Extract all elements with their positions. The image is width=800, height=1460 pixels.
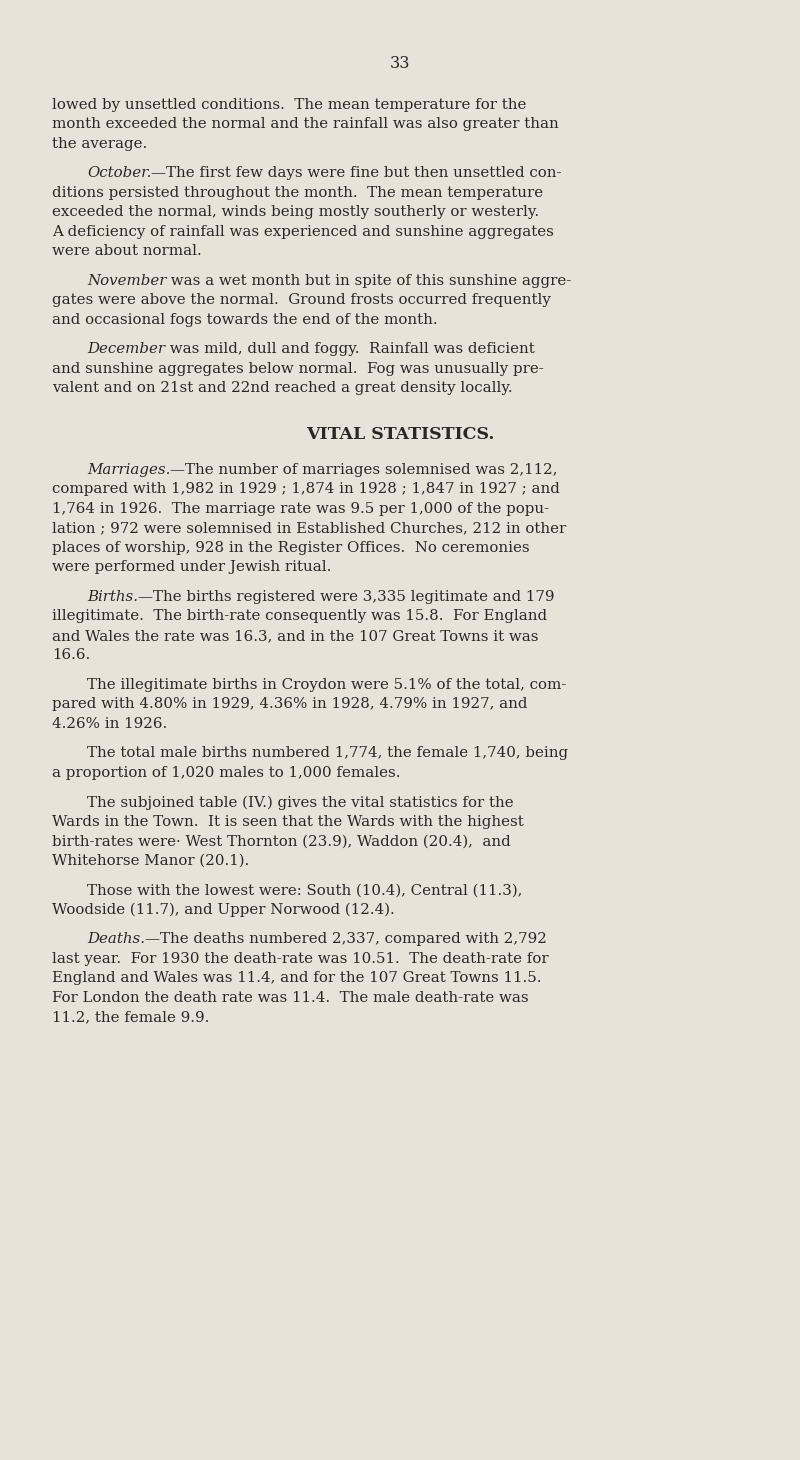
Text: For London the death rate was 11.4.  The male death-rate was: For London the death rate was 11.4. The … (52, 991, 529, 1004)
Text: places of worship, 928 in the Register Offices.  No ceremonies: places of worship, 928 in the Register O… (52, 542, 530, 555)
Text: The illegitimate births in Croydon were 5.1% of the total, com-: The illegitimate births in Croydon were … (87, 677, 566, 692)
Text: Woodside (11.7), and Upper Norwood (12.4).: Woodside (11.7), and Upper Norwood (12.4… (52, 902, 394, 917)
Text: and occasional fogs towards the end of the month.: and occasional fogs towards the end of t… (52, 312, 438, 327)
Text: the average.: the average. (52, 137, 147, 150)
Text: —The first few days were fine but then unsettled con-: —The first few days were fine but then u… (151, 166, 562, 181)
Text: Those with the lowest were: South (10.4), Central (11.3),: Those with the lowest were: South (10.4)… (87, 883, 522, 898)
Text: ditions persisted throughout the month.  The mean temperature: ditions persisted throughout the month. … (52, 185, 543, 200)
Text: —The number of marriages solemnised was 2,112,: —The number of marriages solemnised was … (170, 463, 558, 477)
Text: lowed by unsettled conditions.  The mean temperature for the: lowed by unsettled conditions. The mean … (52, 98, 526, 112)
Text: and sunshine aggregates below normal.  Fog was unusually pre-: and sunshine aggregates below normal. Fo… (52, 362, 544, 375)
Text: 11.2, the female 9.9.: 11.2, the female 9.9. (52, 1010, 210, 1025)
Text: England and Wales was 11.4, and for the 107 Great Towns 11.5.: England and Wales was 11.4, and for the … (52, 971, 542, 986)
Text: and Wales the rate was 16.3, and in the 107 Great Towns it was: and Wales the rate was 16.3, and in the … (52, 629, 538, 642)
Text: A deficiency of rainfall was experienced and sunshine aggregates: A deficiency of rainfall was experienced… (52, 225, 554, 239)
Text: valent and on 21st and 22nd reached a great density locally.: valent and on 21st and 22nd reached a gr… (52, 381, 513, 396)
Text: October.: October. (87, 166, 151, 181)
Text: gates were above the normal.  Ground frosts occurred frequently: gates were above the normal. Ground fros… (52, 293, 551, 308)
Text: Marriages.: Marriages. (87, 463, 170, 477)
Text: last year.  For 1930 the death-rate was 10.51.  The death-rate for: last year. For 1930 the death-rate was 1… (52, 952, 549, 967)
Text: Whitehorse Manor (20.1).: Whitehorse Manor (20.1). (52, 854, 250, 867)
Text: November: November (87, 274, 166, 288)
Text: lation ; 972 were solemnised in Established Churches, 212 in other: lation ; 972 were solemnised in Establis… (52, 521, 566, 536)
Text: Deaths.: Deaths. (87, 933, 145, 946)
Text: was a wet month but in spite of this sunshine aggre-: was a wet month but in spite of this sun… (166, 274, 572, 288)
Text: birth-rates were· West Thornton (23.9), Waddon (20.4),  and: birth-rates were· West Thornton (23.9), … (52, 835, 510, 848)
Text: a proportion of 1,020 males to 1,000 females.: a proportion of 1,020 males to 1,000 fem… (52, 766, 401, 780)
Text: illegitimate.  The birth-rate consequently was 15.8.  For England: illegitimate. The birth-rate consequentl… (52, 609, 547, 623)
Text: compared with 1,982 in 1929 ; 1,874 in 1928 ; 1,847 in 1927 ; and: compared with 1,982 in 1929 ; 1,874 in 1… (52, 482, 560, 496)
Text: The total male births numbered 1,774, the female 1,740, being: The total male births numbered 1,774, th… (87, 746, 568, 761)
Text: 33: 33 (390, 55, 410, 72)
Text: were performed under Jewish ritual.: were performed under Jewish ritual. (52, 561, 331, 574)
Text: was mild, dull and foggy.  Rainfall was deficient: was mild, dull and foggy. Rainfall was d… (165, 343, 534, 356)
Text: pared with 4.80% in 1929, 4.36% in 1928, 4.79% in 1927, and: pared with 4.80% in 1929, 4.36% in 1928,… (52, 698, 527, 711)
Text: Births.: Births. (87, 590, 138, 604)
Text: 16.6.: 16.6. (52, 648, 90, 663)
Text: were about normal.: were about normal. (52, 244, 202, 258)
Text: 4.26% in 1926.: 4.26% in 1926. (52, 717, 167, 731)
Text: —The births registered were 3,335 legitimate and 179: —The births registered were 3,335 legiti… (138, 590, 554, 604)
Text: 1,764 in 1926.  The marriage rate was 9.5 per 1,000 of the popu-: 1,764 in 1926. The marriage rate was 9.5… (52, 502, 549, 515)
Text: The subjoined table (IV.) gives the vital statistics for the: The subjoined table (IV.) gives the vita… (87, 796, 514, 810)
Text: VITAL STATISTICS.: VITAL STATISTICS. (306, 426, 494, 442)
Text: exceeded the normal, winds being mostly southerly or westerly.: exceeded the normal, winds being mostly … (52, 206, 539, 219)
Text: December: December (87, 343, 165, 356)
Text: —The deaths numbered 2,337, compared with 2,792: —The deaths numbered 2,337, compared wit… (145, 933, 547, 946)
Text: month exceeded the normal and the rainfall was also greater than: month exceeded the normal and the rainfa… (52, 117, 558, 131)
Text: Wards in the Town.  It is seen that the Wards with the highest: Wards in the Town. It is seen that the W… (52, 815, 524, 829)
